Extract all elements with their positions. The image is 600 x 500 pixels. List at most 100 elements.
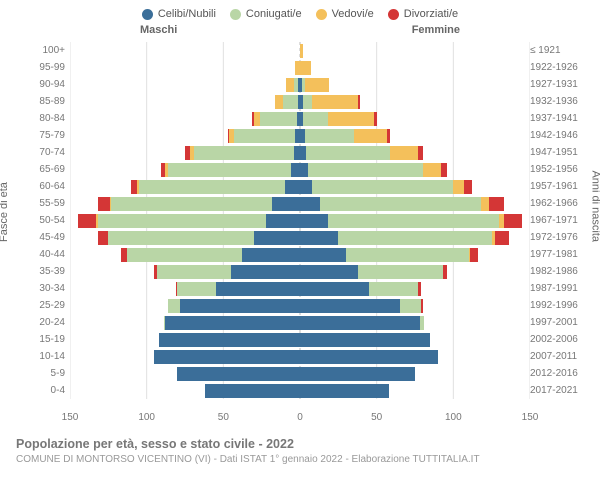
age-label: 90-94 [25,79,65,90]
footer: Popolazione per età, sesso e stato civil… [0,430,600,466]
age-label: 55-59 [25,198,65,209]
pyramid-row: 35-391982-1986 [70,265,530,279]
segment-married [234,129,295,143]
year-label: 2007-2011 [530,351,582,362]
segment-married [400,299,421,313]
year-label: 1942-1946 [530,130,582,141]
year-label: 2002-2006 [530,334,582,345]
age-label: 30-34 [25,283,65,294]
pyramid-row: 50-541967-1971 [70,214,530,228]
age-label: 45-49 [25,232,65,243]
age-label: 65-69 [25,164,65,175]
bar-female [300,44,303,58]
age-label: 20-24 [25,317,65,328]
segment-widowed [305,78,330,92]
segment-single [300,214,328,228]
x-tick: 150 [522,412,539,423]
segment-married [305,129,354,143]
bar-female [300,316,424,330]
year-label: 1922-1926 [530,62,582,73]
x-axis: 15010050050100150 [70,412,530,426]
segment-divorced [418,282,421,296]
bar-female [300,180,472,194]
bar-female [300,333,430,347]
segment-married [420,316,425,330]
segment-single [300,248,346,262]
year-label: 1987-1991 [530,283,582,294]
segment-single [300,367,415,381]
segment-married [111,197,272,211]
year-label: 1967-1971 [530,215,582,226]
header-female: Femmine [412,24,460,36]
segment-single [300,282,369,296]
gender-headers: Maschi Femmine [0,24,600,42]
legend-swatch [142,9,153,20]
segment-single [300,350,438,364]
x-tick: 100 [138,412,155,423]
bar-male [154,350,300,364]
segment-divorced [464,180,472,194]
segment-single [254,231,300,245]
segment-single [300,316,420,330]
segment-widowed [300,61,311,75]
segment-married [108,231,254,245]
bar-female [300,129,390,143]
pyramid-row: 60-641957-1961 [70,180,530,194]
pyramid-row: 90-941927-1931 [70,78,530,92]
bar-female [300,197,504,211]
age-label: 15-19 [25,334,65,345]
segment-single [266,214,300,228]
bar-female [300,248,478,262]
segment-married [338,231,491,245]
bar-male [185,146,300,160]
segment-divorced [421,299,423,313]
segment-married [308,163,423,177]
bar-male [164,316,300,330]
year-label: 1932-1936 [530,96,582,107]
year-label: 2017-2021 [530,385,582,396]
segment-married [306,146,390,160]
legend-item: Coniugati/e [230,8,302,20]
segment-married [168,163,291,177]
bar-female [300,231,509,245]
segment-single [300,299,400,313]
segment-married [303,112,328,126]
bar-male [121,248,300,262]
pyramid-row: 0-42017-2021 [70,384,530,398]
segment-single [216,282,300,296]
segment-single [300,163,308,177]
year-label: 1997-2001 [530,317,582,328]
chart-area: Fasce di età Anni di nascita 100+≤ 19219… [20,42,580,430]
legend-label: Vedovi/e [332,8,374,20]
segment-married [312,180,453,194]
pyramid-row: 100+≤ 1921 [70,44,530,58]
pyramid-row: 70-741947-1951 [70,146,530,160]
bar-female [300,384,389,398]
segment-divorced [98,231,109,245]
segment-divorced [387,129,390,143]
age-label: 95-99 [25,62,65,73]
header-male: Maschi [140,24,177,36]
bar-female [300,163,447,177]
bar-male [275,95,300,109]
segment-married [127,248,242,262]
segment-single [272,197,300,211]
segment-single [154,350,300,364]
legend-item: Divorziati/e [388,8,458,20]
segment-single [300,265,358,279]
legend-swatch [388,9,399,20]
x-tick: 50 [371,412,382,423]
bar-male [228,129,300,143]
bar-female [300,78,329,92]
plot: 100+≤ 192195-991922-192690-941927-193185… [70,42,530,399]
age-label: 50-54 [25,215,65,226]
segment-widowed [312,95,358,109]
segment-single [242,248,300,262]
year-label: 1977-1981 [530,249,582,260]
legend-label: Divorziati/e [404,8,458,20]
segment-married [346,248,469,262]
age-label: 80-84 [25,113,65,124]
bar-female [300,367,415,381]
bar-male [205,384,300,398]
bar-female [300,95,360,109]
